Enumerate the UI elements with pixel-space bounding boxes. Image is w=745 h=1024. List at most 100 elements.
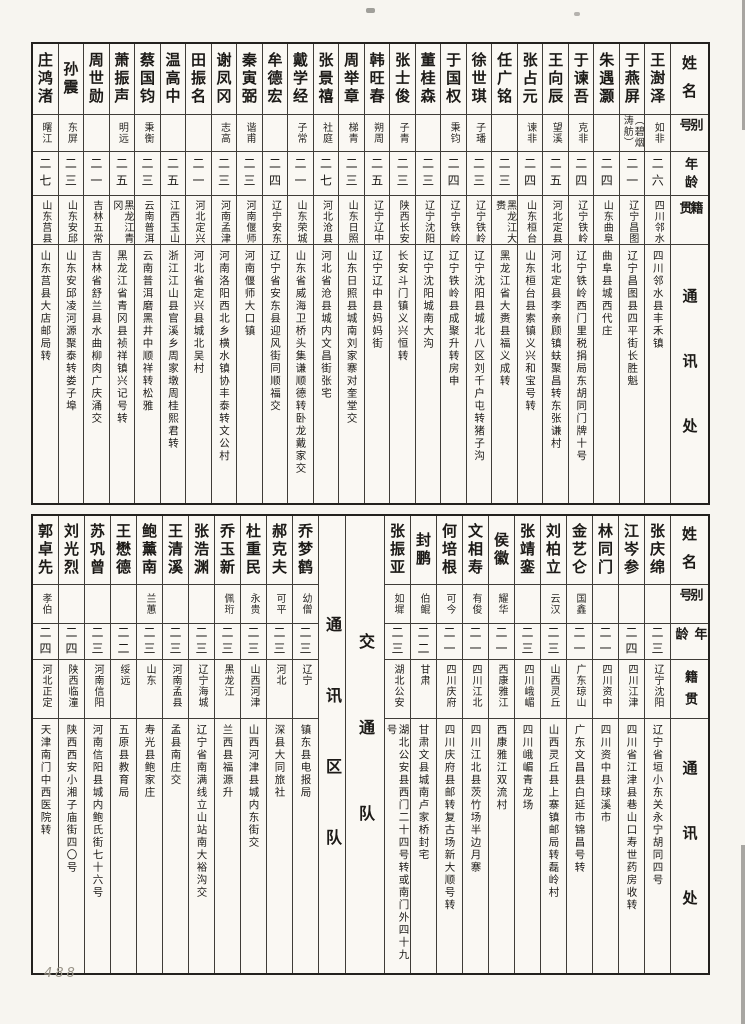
name-cell: 杜重民 <box>241 516 266 585</box>
address-cell: 兰西县福源升 <box>221 724 234 799</box>
alias-cell <box>594 115 619 152</box>
entry-column: 于谏吾 克非 二四 辽宁铁岭 辽宁铁岭西门里税捐局东胡同门牌十号 <box>567 44 594 503</box>
native-place-cell: 河北沧县 <box>313 196 339 245</box>
address-cell: 曲阜县城西代庄 <box>600 250 613 338</box>
alias-cell: 谐甫 <box>237 115 262 152</box>
alias-cell: 子璠 <box>466 115 492 152</box>
entry-column: 王清溪 二三 河南孟县 孟县南庄交 <box>162 516 188 973</box>
native-place-cell: 黑龙江大赉 <box>492 196 517 245</box>
header-address: 通讯处 <box>680 760 699 955</box>
name-cell: 周举章 <box>339 44 364 115</box>
alias-cell: 明远 <box>109 115 135 152</box>
native-place-cell: 吉林五常 <box>84 196 109 245</box>
address-cell: 河北省沧县城内文昌街张宅 <box>320 250 333 400</box>
age-cell: 二四 <box>594 152 619 196</box>
entry-column: 林同门 二一 四川资中 四川资中县球溪市 <box>592 516 618 973</box>
address-cell: 四川资中县球溪市 <box>599 724 612 824</box>
native-place-cell: 河南信阳 <box>85 660 110 719</box>
header-column: 姓名 别号 年龄 籍贯 通讯处 <box>670 44 708 503</box>
alias-cell: 曙江 <box>33 115 58 152</box>
address-cell: 天津南门中西医院转 <box>39 724 52 837</box>
alias-cell <box>84 115 109 152</box>
address-cell: 孟县南庄交 <box>169 724 182 787</box>
address-cell: 辽宁辽中县妈妈街 <box>371 250 384 350</box>
native-place-cell: 河北定县 <box>543 196 568 245</box>
name-cell: 鲍薰南 <box>137 516 162 585</box>
name-cell: 刘柏立 <box>541 516 566 585</box>
native-place-cell: 辽宁铁岭 <box>441 196 466 245</box>
age-cell: 二三 <box>189 624 214 660</box>
address-cell: 辽宁铁岭县成聚升转房申 <box>447 250 460 388</box>
native-place-cell: 河南偃师 <box>237 196 262 245</box>
age-cell: 二一 <box>186 152 211 196</box>
unit-column: 交通队 <box>345 516 384 973</box>
age-cell: 二三 <box>415 152 441 196</box>
alias-cell: 子常 <box>288 115 313 152</box>
address-cell: 四川江北县茨竹场半边月寨 <box>469 724 482 874</box>
entry-column: 周世勋 二一 吉林五常 吉林省舒兰县水曲柳肉广庆涌交 <box>83 44 109 503</box>
entry-column: 庄鸿渚 曙江 二七 山东莒县 山东莒县大店邮局转 <box>33 44 58 503</box>
name-cell: 江岑参 <box>619 516 644 585</box>
name-cell: 韩旺春 <box>364 44 390 115</box>
age-cell: 二三 <box>645 624 670 660</box>
native-place-cell: 山东安邱 <box>58 196 84 245</box>
alias-cell: 孝伯 <box>33 585 58 624</box>
native-place-cell: 河北定兴 <box>186 196 211 245</box>
alias-cell: 可今 <box>437 585 462 624</box>
name-cell: 萧振声 <box>109 44 135 115</box>
alias-cell: 云汉 <box>541 585 566 624</box>
name-cell: 秦寅弼 <box>237 44 262 115</box>
address-cell: 辽宁沈阳县城北八区刘千户屯转猪子沟 <box>473 250 486 463</box>
entry-column: 朱遇灏 二四 山东曲阜 曲阜县城西代庄 <box>593 44 619 503</box>
address-cell: 西康雅江双流村 <box>495 724 508 812</box>
name-cell: 乔玉新 <box>215 516 240 585</box>
age-cell: 二一 <box>489 624 514 660</box>
entry-column: 杜重民 永贵 二三 山西河津 山西河津县城内东街交 <box>240 516 266 973</box>
name-cell: 张士俊 <box>390 44 415 115</box>
name-cell: 张庆绵 <box>645 516 670 585</box>
age-cell: 二四 <box>619 624 644 660</box>
alias-cell <box>85 585 110 624</box>
age-cell: 二三 <box>293 624 318 660</box>
entry-column: 田振名 二一 河北定兴 河北省定兴县城北吴村 <box>185 44 211 503</box>
alias-cell: 佩珩 <box>215 585 240 624</box>
age-cell: 二三 <box>466 152 492 196</box>
address-cell: 辽宁省南满线立山站南大裕沟交 <box>195 724 208 899</box>
header-native: 籍贯 <box>671 660 708 719</box>
name-cell: 张振亚 <box>385 516 410 585</box>
entry-column: 江岑参 二四 四川江津 四川省江津县巷山口寿世药房收转 <box>618 516 644 973</box>
alias-cell: 幼僧 <box>293 585 318 624</box>
entry-column: 刘柏立 云汉 二三 山西灵丘 山西灵丘县上寨镇邮局转磊岭村 <box>540 516 566 973</box>
entry-column: 孙震 东屏 二三 山东安邱 山东安邱凌河源聚泰转娄子埠 <box>57 44 84 503</box>
age-cell: 二四 <box>441 152 466 196</box>
name-cell: 王懋德 <box>111 516 136 585</box>
address-cell: 云南普洱磨黑井中顺祥转松雅 <box>141 250 154 413</box>
address-cell: 四川省江津县巷山口寿世药房收转 <box>625 724 638 912</box>
native-place-cell: 辽宁沈阳 <box>415 196 441 245</box>
entry-column: 封鹏 伯鲲 二二 甘肃 甘肃文县城南卢家桥封宅 <box>410 516 436 973</box>
name-cell: 谢凤冈 <box>211 44 237 115</box>
native-place-cell: 四川邻水 <box>645 196 670 245</box>
alias-cell <box>59 585 84 624</box>
scan-artifact <box>574 12 580 16</box>
header-name: 姓名 <box>671 44 708 115</box>
age-cell: 二三 <box>241 624 266 660</box>
alias-cell <box>492 115 517 152</box>
header-column: 姓名 别号 年龄 籍贯 通讯处 <box>670 516 708 973</box>
native-place-cell: 江西玉山 <box>160 196 186 245</box>
age-cell: 二四 <box>568 152 594 196</box>
native-place-cell: 辽宁 <box>293 660 318 719</box>
entry-column: 苏巩曾 二三 河南信阳 河南信阳县城内鲍氏街七十六号 <box>84 516 110 973</box>
native-place-cell: 山东莒县 <box>33 196 58 245</box>
address-cell: 山东莒县大店邮局转 <box>39 250 52 363</box>
entry-column: 刘光烈 二四 陕西临潼 陕西西安小湘子庙街四〇号 <box>58 516 84 973</box>
name-cell: 文相寿 <box>463 516 488 585</box>
address-cell: 广东文昌县白延市锦昌号转 <box>573 724 586 874</box>
name-cell: 刘光烈 <box>59 516 84 585</box>
age-cell: 二三 <box>385 624 410 660</box>
native-place-cell: 山东日照 <box>339 196 364 245</box>
name-cell: 田振名 <box>186 44 211 115</box>
age-cell: 二三 <box>237 152 262 196</box>
unit-column: 通讯区队 <box>318 516 345 973</box>
age-cell: 二一 <box>437 624 462 660</box>
